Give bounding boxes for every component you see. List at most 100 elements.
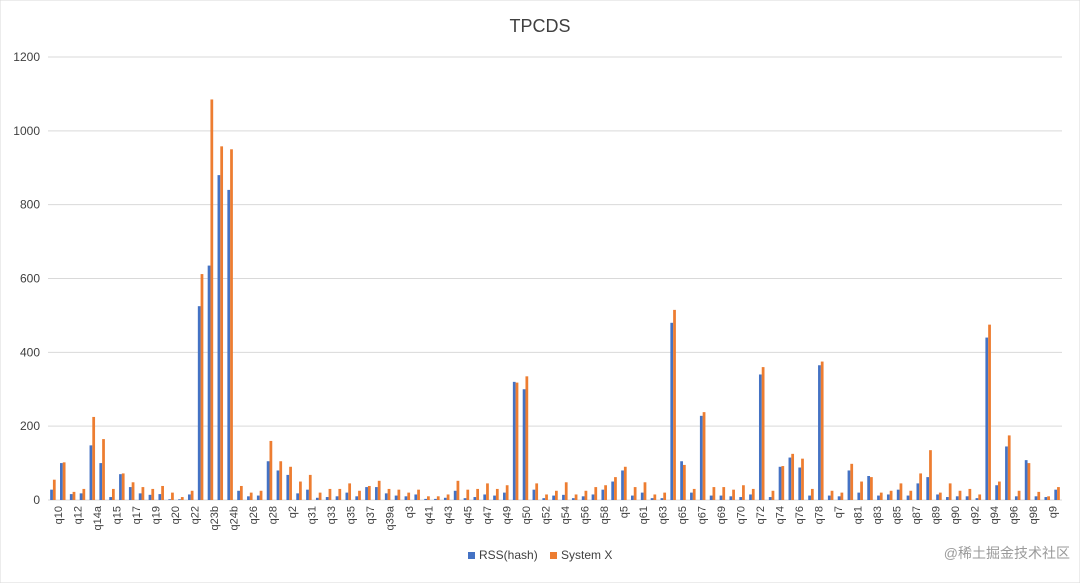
x-tick-label: q12: [72, 506, 84, 524]
gridlines: [48, 56, 1062, 501]
bar-rss: [749, 494, 752, 500]
bar-systemx: [850, 463, 854, 500]
x-tick-label: q47: [482, 506, 494, 524]
bar-systemx: [938, 492, 942, 500]
bar-rss: [611, 481, 615, 500]
bar-rss: [906, 495, 910, 500]
bar-systemx: [387, 488, 391, 500]
bar-rss: [335, 496, 339, 500]
bar-systemx: [860, 481, 863, 500]
bar-systemx: [495, 488, 499, 500]
bar-systemx: [525, 376, 529, 500]
bar-rss: [197, 306, 201, 500]
bar-systemx: [879, 492, 883, 500]
bar-rss: [788, 457, 792, 500]
bar-rss: [532, 489, 536, 500]
bar-systemx: [377, 480, 381, 500]
bar-rss: [424, 498, 428, 500]
bar-systemx: [180, 497, 184, 500]
bar-rss: [345, 492, 349, 500]
bar-rss: [296, 493, 300, 500]
bar-systemx: [289, 466, 292, 500]
bar-systemx: [1057, 487, 1060, 500]
bar-systemx: [466, 489, 470, 500]
bar-rss: [493, 495, 496, 500]
chart-title: TPCDS: [509, 16, 570, 36]
bar-systemx: [742, 485, 745, 500]
bar-rss: [207, 265, 211, 500]
bar-systemx: [52, 479, 56, 500]
bar-systemx: [436, 496, 440, 500]
bar-systemx: [505, 485, 509, 500]
x-tick-label: q35: [345, 506, 357, 524]
bar-systemx: [722, 487, 726, 500]
x-tick-label: q87: [911, 506, 923, 524]
y-tick-label: 0: [33, 493, 40, 507]
bar-systemx: [909, 490, 913, 500]
bar-systemx: [692, 488, 696, 500]
bar-systemx: [102, 439, 105, 500]
x-tick-label: q52: [540, 506, 552, 524]
bar-rss: [955, 496, 959, 500]
x-tick-label: q69: [716, 506, 728, 524]
x-tick-label: q72: [755, 506, 767, 524]
x-tick-label: q98: [1028, 506, 1040, 524]
x-tick-label: q90: [950, 506, 962, 524]
bar-systemx: [653, 494, 657, 500]
bar-rss: [552, 495, 555, 500]
y-tick-label: 400: [20, 345, 40, 359]
bar-rss: [995, 485, 999, 500]
bar-systemx: [230, 149, 233, 500]
bar-systemx: [830, 490, 834, 500]
bar-systemx: [131, 482, 135, 500]
bar-systemx: [1027, 463, 1031, 500]
bar-rss: [79, 493, 83, 500]
bar-systemx: [367, 485, 371, 500]
bar-rss: [798, 467, 802, 500]
bar-rss: [365, 487, 368, 500]
bar-systemx: [801, 458, 804, 500]
bar-rss: [1014, 496, 1018, 500]
y-axis-ticks: 0 200 400 600 800 1000 1200: [13, 50, 40, 507]
bar-rss: [434, 498, 437, 500]
bar-rss: [837, 496, 841, 500]
bar-systemx: [348, 483, 352, 500]
bar-systemx: [397, 489, 401, 500]
bar-systemx: [820, 361, 824, 500]
bar-rss: [719, 495, 723, 500]
x-tick-label: q5: [618, 506, 630, 518]
bar-systemx: [643, 482, 647, 500]
bar-rss: [827, 495, 831, 500]
bar-rss: [119, 474, 122, 500]
bar-rss: [946, 497, 949, 500]
x-tick-label: q45: [462, 506, 474, 524]
bar-systemx: [899, 483, 903, 500]
bar-systemx: [358, 490, 361, 500]
bar-systemx: [919, 473, 923, 500]
bar-rss: [178, 499, 181, 500]
bar-rss: [306, 489, 309, 500]
bar-systemx: [338, 488, 342, 500]
bar-systemx: [249, 492, 253, 500]
bar-systemx: [929, 450, 932, 500]
bar-rss: [571, 498, 575, 500]
bar-systemx: [427, 496, 430, 500]
bar-systemx: [988, 324, 991, 500]
x-tick-label: q50: [521, 506, 533, 524]
x-tick-label: q24b: [228, 506, 240, 530]
bar-rss: [276, 470, 280, 500]
bar-systemx: [555, 490, 558, 500]
bar-rss: [581, 496, 585, 500]
bar-rss: [808, 495, 811, 500]
x-tick-label: q70: [735, 506, 747, 524]
bar-rss: [355, 496, 359, 500]
x-tick-label: q9: [1047, 506, 1059, 518]
x-tick-label: q74: [774, 506, 786, 524]
bars: [50, 99, 1060, 501]
bar-systemx: [663, 492, 667, 500]
legend-swatch: [468, 552, 475, 559]
bar-rss: [128, 487, 132, 500]
bar-systemx: [111, 488, 115, 500]
bar-systemx: [968, 488, 972, 500]
bar-rss: [89, 445, 93, 500]
